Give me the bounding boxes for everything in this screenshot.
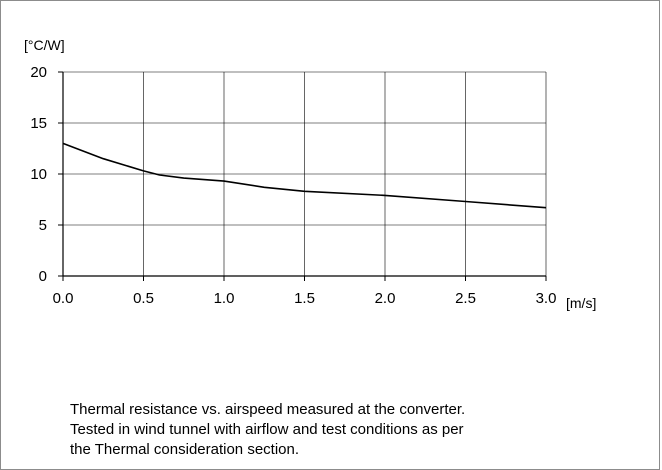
x-tick-label-0: 0.0: [53, 290, 74, 307]
x-axis-label: [m/s]: [566, 295, 596, 311]
x-tick-label-5: 2.5: [455, 290, 476, 307]
caption-line-3: the Thermal consideration section.: [70, 441, 300, 458]
x-tick-label-2: 1.0: [214, 290, 235, 307]
x-tick-label-6: 3.0: [536, 290, 557, 307]
caption-line-1: Thermal resistance vs. airspeed measured…: [70, 401, 466, 418]
series-group: [62, 142, 547, 209]
y-axis-label: [°C/W]: [24, 37, 65, 53]
x-tick-label-3: 1.5: [294, 290, 315, 307]
series-line-0: [62, 142, 547, 209]
tick-labels: 0.0 0.5 1.0 1.5 2.0 2.5 3.0 0 5 10 15 20: [30, 64, 556, 307]
y-tick-label-0: 0: [39, 268, 47, 285]
y-tick-label-4: 20: [30, 64, 47, 81]
y-tick-label-2: 10: [30, 166, 47, 183]
y-tick-label-3: 15: [30, 115, 47, 132]
figure-caption: Thermal resistance vs. airspeed measured…: [70, 400, 630, 460]
grid: [63, 71, 547, 276]
x-tick-label-4: 2.0: [375, 290, 396, 307]
x-tick-label-1: 0.5: [133, 290, 154, 307]
y-tick-label-1: 5: [39, 217, 47, 234]
axes: [58, 71, 547, 281]
caption-line-2: Tested in wind tunnel with airflow and t…: [70, 421, 464, 438]
